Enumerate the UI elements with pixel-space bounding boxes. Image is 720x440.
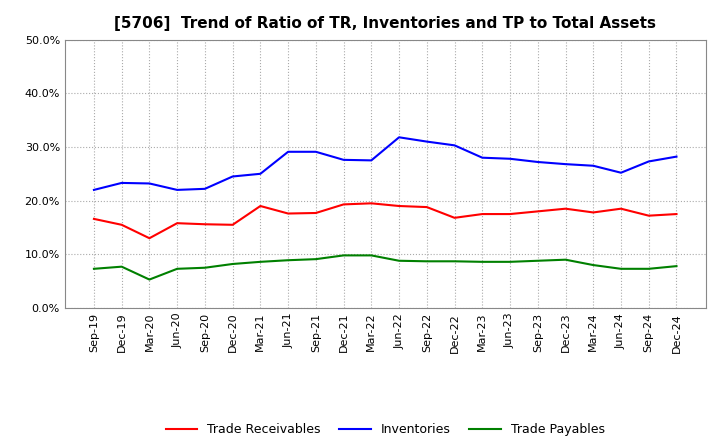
Trade Payables [644, 266, 653, 271]
Inventories [173, 187, 181, 193]
Trade Payables [145, 277, 154, 282]
Trade Receivables [201, 222, 210, 227]
Trade Receivables [89, 216, 98, 221]
Title: [5706]  Trend of Ratio of TR, Inventories and TP to Total Assets: [5706] Trend of Ratio of TR, Inventories… [114, 16, 656, 32]
Inventories [450, 143, 459, 148]
Trade Payables [450, 259, 459, 264]
Trade Receivables [616, 206, 625, 211]
Trade Payables [367, 253, 376, 258]
Trade Receivables [145, 235, 154, 241]
Trade Receivables [672, 211, 681, 216]
Trade Payables [256, 259, 265, 264]
Inventories [117, 180, 126, 186]
Inventories [89, 187, 98, 193]
Trade Receivables [561, 206, 570, 211]
Inventories [201, 186, 210, 191]
Trade Payables [423, 259, 431, 264]
Trade Receivables [284, 211, 292, 216]
Trade Receivables [339, 202, 348, 207]
Inventories [534, 159, 542, 165]
Line: Trade Receivables: Trade Receivables [94, 203, 677, 238]
Trade Payables [561, 257, 570, 262]
Inventories [145, 181, 154, 186]
Trade Payables [89, 266, 98, 271]
Inventories [672, 154, 681, 159]
Line: Inventories: Inventories [94, 137, 677, 190]
Inventories [423, 139, 431, 144]
Trade Payables [228, 261, 237, 267]
Trade Payables [505, 259, 514, 264]
Trade Payables [117, 264, 126, 269]
Inventories [228, 174, 237, 179]
Trade Receivables [367, 201, 376, 206]
Inventories [644, 159, 653, 164]
Trade Payables [201, 265, 210, 270]
Trade Receivables [644, 213, 653, 218]
Trade Payables [478, 259, 487, 264]
Trade Payables [173, 266, 181, 271]
Trade Payables [395, 258, 403, 264]
Trade Payables [672, 264, 681, 269]
Trade Receivables [256, 203, 265, 209]
Trade Receivables [228, 222, 237, 227]
Trade Payables [312, 257, 320, 262]
Inventories [256, 171, 265, 176]
Inventories [616, 170, 625, 176]
Trade Receivables [450, 215, 459, 220]
Inventories [312, 149, 320, 154]
Inventories [284, 149, 292, 154]
Trade Payables [339, 253, 348, 258]
Trade Receivables [589, 210, 598, 215]
Trade Payables [284, 257, 292, 263]
Inventories [505, 156, 514, 161]
Trade Receivables [423, 205, 431, 210]
Trade Receivables [505, 211, 514, 216]
Inventories [478, 155, 487, 160]
Inventories [367, 158, 376, 163]
Line: Trade Payables: Trade Payables [94, 255, 677, 279]
Trade Payables [589, 262, 598, 268]
Trade Receivables [534, 209, 542, 214]
Legend: Trade Receivables, Inventories, Trade Payables: Trade Receivables, Inventories, Trade Pa… [161, 418, 610, 440]
Inventories [339, 157, 348, 162]
Inventories [561, 161, 570, 167]
Trade Receivables [312, 210, 320, 216]
Inventories [589, 163, 598, 169]
Trade Receivables [173, 220, 181, 226]
Trade Receivables [395, 203, 403, 209]
Inventories [395, 135, 403, 140]
Trade Receivables [117, 222, 126, 227]
Trade Payables [534, 258, 542, 264]
Trade Receivables [478, 211, 487, 216]
Trade Payables [616, 266, 625, 271]
